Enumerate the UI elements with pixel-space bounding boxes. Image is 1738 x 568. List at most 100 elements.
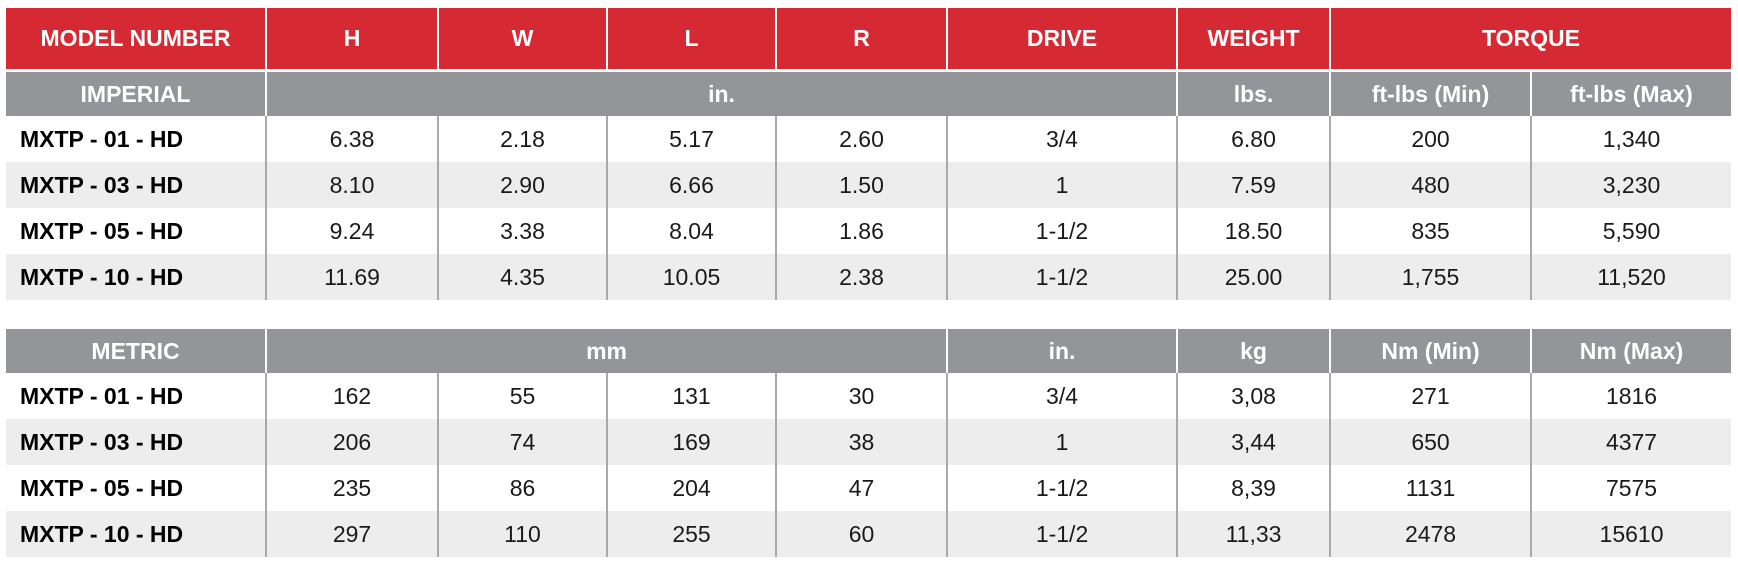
cell-torque-max: 5,590 bbox=[1529, 208, 1732, 254]
cell-h: 6.38 bbox=[265, 116, 438, 162]
header-l: L bbox=[606, 8, 776, 71]
cell-model-number: MXTP - 01 - HD bbox=[6, 373, 266, 419]
cell-l: 204 bbox=[606, 465, 776, 511]
cell-weight: 6.80 bbox=[1176, 116, 1330, 162]
cell-torque-min: 835 bbox=[1329, 208, 1531, 254]
cell-h: 206 bbox=[265, 419, 438, 465]
header-drive: DRIVE bbox=[946, 8, 1177, 71]
unit-weight: lbs. bbox=[1176, 70, 1330, 116]
cell-h: 9.24 bbox=[265, 208, 438, 254]
cell-h: 162 bbox=[265, 373, 438, 419]
cell-r: 2.60 bbox=[775, 116, 947, 162]
cell-weight: 7.59 bbox=[1176, 162, 1330, 208]
unit-row: METRIC mm in. kg Nm (Min) Nm (Max) bbox=[6, 329, 1732, 373]
cell-r: 2.38 bbox=[775, 254, 947, 300]
header-r: R bbox=[775, 8, 947, 71]
cell-weight: 3,44 bbox=[1176, 419, 1331, 465]
cell-w: 86 bbox=[437, 465, 607, 511]
cell-torque-max: 7575 bbox=[1530, 465, 1732, 511]
header-weight: WEIGHT bbox=[1176, 8, 1330, 71]
cell-r: 30 bbox=[774, 373, 948, 419]
cell-drive: 3/4 bbox=[946, 116, 1177, 162]
cell-torque-max: 11,520 bbox=[1529, 254, 1732, 300]
cell-torque-min: 1,755 bbox=[1329, 254, 1531, 300]
cell-l: 169 bbox=[606, 419, 776, 465]
cell-r: 1.86 bbox=[775, 208, 947, 254]
imperial-spec-table: MODEL NUMBER H W L R DRIVE WEIGHT TORQUE… bbox=[6, 8, 1732, 300]
cell-weight: 11,33 bbox=[1176, 511, 1331, 557]
table-row: MXTP - 03 - HD 8.10 2.90 6.66 1.50 1 7.59 480 3,… bbox=[6, 162, 1732, 208]
metric-spec-table: METRIC mm in. kg Nm (Min) Nm (Max) MXTP … bbox=[6, 329, 1732, 557]
cell-torque-min: 650 bbox=[1329, 419, 1532, 465]
cell-w: 2.18 bbox=[437, 116, 607, 162]
table-row: MXTP - 05 - HD 9.24 3.38 8.04 1.86 1-1/2 18.50… bbox=[6, 208, 1732, 254]
cell-w: 110 bbox=[437, 511, 607, 557]
table-row: MXTP - 01 - HD 6.38 2.18 5.17 2.60 3/4 6.80 200… bbox=[6, 116, 1732, 162]
cell-drive: 1-1/2 bbox=[946, 511, 1178, 557]
table-row: MXTP - 05 - HD 235 86 204 47 1-1/2 8,39 1131 757… bbox=[6, 465, 1732, 511]
cell-weight: 8,39 bbox=[1176, 465, 1331, 511]
cell-torque-max: 4377 bbox=[1530, 419, 1732, 465]
cell-w: 2.90 bbox=[437, 162, 607, 208]
cell-drive: 3/4 bbox=[946, 373, 1178, 419]
cell-torque-max: 1816 bbox=[1530, 373, 1732, 419]
unit-dims: mm bbox=[264, 329, 948, 373]
cell-torque-max: 1,340 bbox=[1529, 116, 1732, 162]
cell-model-number: MXTP - 01 - HD bbox=[6, 116, 266, 162]
cell-torque-min: 480 bbox=[1329, 162, 1531, 208]
cell-drive: 1-1/2 bbox=[946, 465, 1178, 511]
cell-w: 4.35 bbox=[437, 254, 607, 300]
cell-h: 297 bbox=[265, 511, 438, 557]
cell-weight: 18.50 bbox=[1176, 208, 1330, 254]
cell-w: 74 bbox=[437, 419, 607, 465]
table-row: MXTP - 10 - HD 11.69 4.35 10.05 2.38 1-1/2 25.… bbox=[6, 254, 1732, 300]
unit-weight: kg bbox=[1176, 329, 1331, 373]
table-row: MXTP - 01 - HD 162 55 131 30 3/4 3,08 271 1816 bbox=[6, 373, 1732, 419]
cell-model-number: MXTP - 05 - HD bbox=[6, 465, 266, 511]
cell-model-number: MXTP - 10 - HD bbox=[6, 511, 266, 557]
cell-r: 47 bbox=[774, 465, 948, 511]
imperial-label: IMPERIAL bbox=[6, 70, 266, 116]
table-row: MXTP - 10 - HD 297 110 255 60 1-1/2 11,33 2478 1… bbox=[6, 511, 1732, 557]
cell-torque-min: 271 bbox=[1329, 373, 1532, 419]
cell-r: 38 bbox=[774, 419, 948, 465]
cell-weight: 3,08 bbox=[1176, 373, 1331, 419]
header-row: MODEL NUMBER H W L R DRIVE WEIGHT TORQUE bbox=[6, 8, 1732, 71]
unit-drive: in. bbox=[946, 329, 1178, 373]
cell-drive: 1 bbox=[946, 162, 1177, 208]
cell-r: 60 bbox=[774, 511, 948, 557]
header-torque: TORQUE bbox=[1328, 8, 1732, 71]
cell-model-number: MXTP - 03 - HD bbox=[6, 162, 266, 208]
cell-h: 11.69 bbox=[265, 254, 438, 300]
cell-l: 10.05 bbox=[606, 254, 776, 300]
metric-label: METRIC bbox=[6, 329, 266, 373]
cell-r: 1.50 bbox=[775, 162, 947, 208]
cell-model-number: MXTP - 05 - HD bbox=[6, 208, 266, 254]
unit-torque-min: ft-lbs (Min) bbox=[1329, 70, 1531, 116]
cell-torque-min: 1131 bbox=[1329, 465, 1532, 511]
cell-l: 255 bbox=[606, 511, 776, 557]
header-model-number: MODEL NUMBER bbox=[6, 8, 266, 71]
cell-torque-max: 3,230 bbox=[1529, 162, 1732, 208]
cell-torque-max: 15610 bbox=[1530, 511, 1732, 557]
table-row: MXTP - 03 - HD 206 74 169 38 1 3,44 650 4377 bbox=[6, 419, 1732, 465]
header-h: H bbox=[265, 8, 438, 71]
cell-weight: 25.00 bbox=[1176, 254, 1330, 300]
cell-model-number: MXTP - 10 - HD bbox=[6, 254, 266, 300]
cell-w: 3.38 bbox=[437, 208, 607, 254]
unit-torque-max: ft-lbs (Max) bbox=[1529, 70, 1732, 116]
cell-torque-min: 200 bbox=[1329, 116, 1531, 162]
cell-l: 131 bbox=[606, 373, 776, 419]
unit-torque-max: Nm (Max) bbox=[1530, 329, 1732, 373]
cell-h: 235 bbox=[265, 465, 438, 511]
cell-l: 8.04 bbox=[606, 208, 776, 254]
cell-w: 55 bbox=[437, 373, 607, 419]
cell-h: 8.10 bbox=[265, 162, 438, 208]
cell-model-number: MXTP - 03 - HD bbox=[6, 419, 266, 465]
cell-drive: 1-1/2 bbox=[946, 254, 1177, 300]
unit-dims: in. bbox=[265, 70, 1177, 116]
header-w: W bbox=[437, 8, 607, 71]
cell-drive: 1-1/2 bbox=[946, 208, 1177, 254]
unit-row: IMPERIAL in. lbs. ft-lbs (Min) ft-lbs (M… bbox=[6, 70, 1732, 116]
unit-torque-min: Nm (Min) bbox=[1329, 329, 1532, 373]
